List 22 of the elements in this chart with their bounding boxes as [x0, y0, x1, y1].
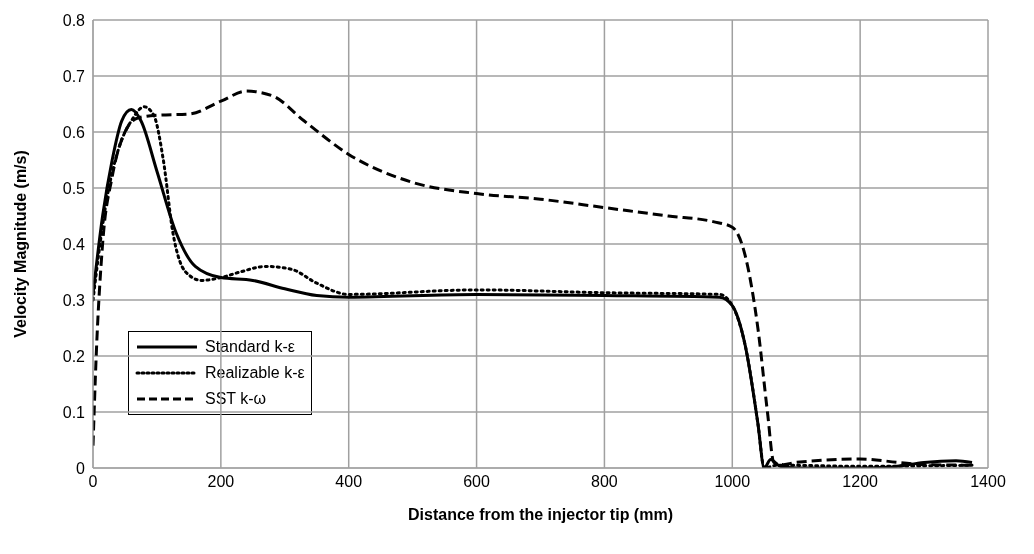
y-tick-label: 0.1: [62, 403, 86, 421]
x-tick-label: 1200: [842, 473, 879, 491]
x-tick-label: 1400: [970, 473, 1006, 491]
y-tick-label: 0.5: [62, 179, 86, 197]
legend-label: Realizable k-ε: [205, 364, 305, 382]
y-tick-label: 0.8: [62, 11, 86, 29]
y-tick-label: 0: [76, 459, 86, 477]
y-axis-title: Velocity Magnitude (m/s): [11, 150, 29, 338]
legend-label: Standard k-ε: [205, 338, 295, 356]
x-tick-label: 400: [335, 473, 363, 491]
y-tick-label: 0.3: [62, 291, 86, 309]
y-tick-label: 0.4: [62, 235, 86, 253]
x-tick-label: 1000: [714, 473, 751, 491]
y-tick-label: 0.2: [62, 347, 86, 365]
x-tick-label: 800: [591, 473, 618, 491]
y-tick-label: 0.7: [62, 67, 86, 85]
x-tick-label: 0: [88, 473, 98, 491]
y-tick-label: 0.6: [62, 123, 86, 141]
x-axis-title: Distance from the injector tip (mm): [408, 506, 673, 523]
x-tick-label: 600: [463, 473, 491, 491]
x-tick-label: 200: [207, 473, 235, 491]
legend-label: SST k-ω: [205, 390, 267, 408]
